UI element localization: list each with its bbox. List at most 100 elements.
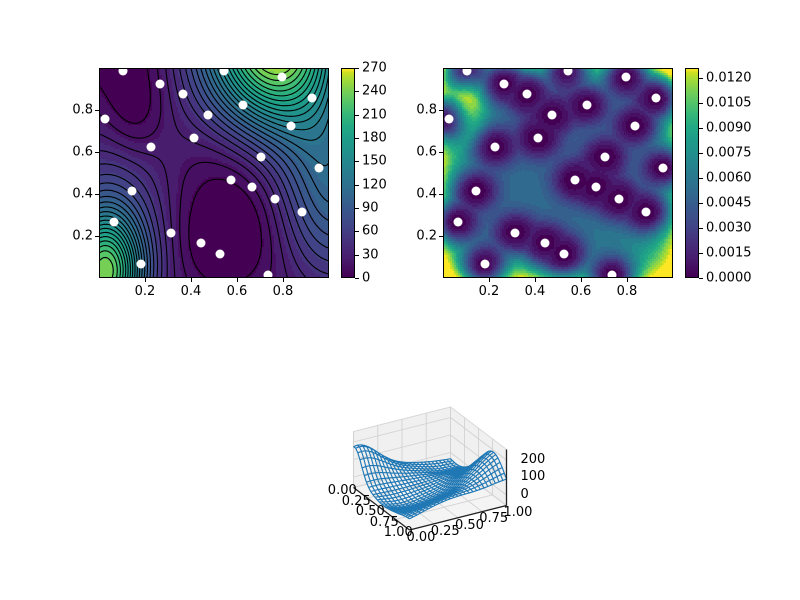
colorbar-tick-label: 240 — [362, 85, 387, 98]
variance-plot-area — [444, 69, 672, 277]
colorbar-tick-mark — [355, 231, 359, 233]
sample-point-marker — [471, 186, 481, 196]
colorbar-tick-label: 0.0105 — [706, 97, 752, 110]
contour-colorbar-gradient — [342, 69, 354, 277]
y-tick-label-3d: 0.50 — [455, 519, 484, 532]
contour-colorbar[interactable] — [341, 68, 355, 278]
y-tick-label: 0.6 — [72, 146, 93, 159]
sample-point-marker — [582, 100, 592, 110]
y-tick-mark — [95, 194, 99, 195]
sample-point-marker — [270, 194, 280, 204]
y-tick-label: 0.4 — [72, 188, 93, 201]
sample-point-marker — [297, 207, 307, 217]
y-tick-label: 0.6 — [416, 146, 437, 159]
sample-point-marker — [591, 182, 601, 192]
y-tick-label: 0.8 — [416, 104, 437, 117]
x-tick-label: 0.4 — [525, 285, 546, 298]
y-tick-label-3d: 0.75 — [479, 512, 508, 525]
z-tick-label-3d: 200 — [520, 453, 545, 466]
colorbar-tick-mark — [355, 138, 359, 139]
sample-point-marker — [146, 142, 156, 152]
surface-3d-render — [352, 405, 508, 531]
colorbar-tick-mark — [699, 228, 703, 229]
colorbar-tick-label: 0 — [362, 272, 370, 285]
sample-point-marker — [196, 238, 206, 248]
colorbar-tick-mark — [355, 208, 359, 209]
sample-point-marker — [453, 217, 463, 227]
x-tick-label: 0.6 — [571, 285, 592, 298]
colorbar-tick-label: 90 — [362, 202, 379, 215]
x-tick-mark — [627, 278, 628, 282]
sample-point-marker — [178, 89, 188, 99]
colorbar-tick-label: 30 — [362, 248, 379, 261]
sample-point-marker — [522, 89, 532, 99]
colorbar-tick-mark — [699, 203, 703, 204]
sample-point-marker — [533, 133, 543, 143]
sample-point-marker — [607, 270, 617, 277]
colorbar-tick-label: 0.0075 — [706, 147, 752, 160]
sample-point-marker — [630, 121, 640, 131]
sample-point-marker — [314, 163, 323, 173]
surface-3d-axes[interactable]: 0.00 0.25 0.50 0.75 1.00 0.00 0.25 0.50 0.75 1.00… — [280, 338, 580, 588]
sample-point-marker — [215, 249, 225, 259]
x-tick-label: 0.6 — [227, 285, 248, 298]
sample-point-marker — [559, 249, 569, 259]
x-tick-mark — [145, 278, 146, 282]
x-tick-mark — [283, 278, 284, 282]
z-tick-label-3d: 0 — [520, 488, 528, 501]
colorbar-tick-mark — [699, 253, 703, 254]
colorbar-tick-label: 60 — [362, 225, 379, 238]
sample-point-marker — [621, 72, 631, 82]
contour-plot-area — [100, 69, 328, 277]
colorbar-tick-label: 0.0030 — [706, 222, 752, 235]
colorbar-tick-label: 0.0015 — [706, 247, 752, 260]
y-tick-label-3d: 0.00 — [406, 531, 435, 544]
sample-point-marker — [600, 152, 610, 162]
colorbar-tick-label: 0.0060 — [706, 172, 752, 185]
sample-point-marker — [499, 79, 509, 89]
x-tick-label-3d: 0.50 — [356, 505, 385, 518]
sample-point-marker — [136, 259, 146, 269]
x-tick-label: 0.8 — [617, 285, 638, 298]
sample-point-marker — [490, 142, 500, 152]
y-tick-mark — [439, 194, 443, 195]
y-tick-label-3d: 1.00 — [503, 506, 532, 519]
y-tick-mark — [439, 110, 443, 111]
sample-point-marker — [219, 69, 229, 76]
colorbar-tick-label: 120 — [362, 178, 387, 191]
x-tick-label: 0.2 — [135, 285, 156, 298]
sample-point-marker — [238, 100, 248, 110]
colorbar-tick-label: 0.0090 — [706, 122, 752, 135]
x-tick-mark — [535, 278, 536, 282]
sample-point-marker — [286, 121, 296, 131]
variance-plot-axes[interactable] — [443, 68, 673, 278]
sample-point-marker — [570, 175, 580, 185]
colorbar-tick-mark — [699, 78, 703, 79]
sample-point-marker — [641, 207, 651, 217]
contour-plot-axes[interactable] — [99, 68, 329, 278]
colorbar-tick-label: 150 — [362, 155, 387, 168]
variance-colorbar[interactable] — [685, 68, 699, 278]
sample-point-marker — [100, 114, 110, 124]
x-tick-mark — [237, 278, 238, 282]
sample-point-marker — [444, 114, 454, 124]
colorbar-tick-mark — [355, 68, 359, 69]
colorbar-tick-mark — [699, 178, 703, 179]
colorbar-tick-label: 0.0045 — [706, 197, 752, 210]
colorbar-tick-mark — [699, 278, 703, 279]
colorbar-tick-mark — [699, 103, 703, 104]
sample-point-marker — [658, 163, 667, 173]
colorbar-tick-label: 0.0000 — [706, 272, 752, 285]
sample-point-marker — [563, 69, 573, 76]
colorbar-tick-label: 270 — [362, 62, 387, 75]
sample-point-marker — [480, 259, 490, 269]
colorbar-tick-mark — [355, 184, 359, 186]
colorbar-tick-label: 180 — [362, 132, 387, 145]
colorbar-tick-label: 0.0120 — [706, 72, 752, 85]
sample-point-marker — [307, 93, 317, 103]
x-tick-label: 0.8 — [273, 285, 294, 298]
sample-point-marker — [127, 186, 137, 196]
colorbar-tick-label: 210 — [362, 108, 387, 121]
variance-surface-render — [444, 69, 672, 277]
